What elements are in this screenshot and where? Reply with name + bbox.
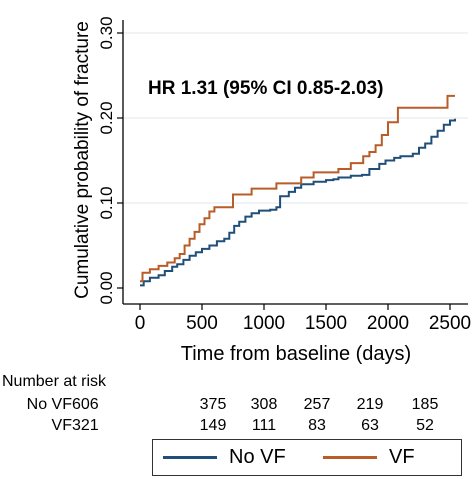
risk-cell: 111 (251, 417, 277, 434)
risk-cell: 219 (356, 396, 384, 413)
risk-cell: 375 (199, 396, 227, 413)
legend-item-vf: VF (323, 440, 415, 475)
series-line-no-vf (140, 118, 456, 287)
risk-cell: 308 (250, 396, 278, 413)
legend-item-no-vf: No VF (163, 440, 286, 475)
y-tick-label-1: 0.10 (97, 186, 116, 219)
km-chart: 0.00 0.10 0.20 0.30 0 500 1000 1500 2000 2500 HR … (72, 16, 471, 365)
legend-swatch-no-vf (163, 456, 217, 459)
risk-cell: 257 (303, 396, 331, 413)
risk-cell: 149 (199, 417, 227, 434)
legend-label-no-vf: No VF (229, 446, 286, 468)
x-tick-label-0: 0 (135, 313, 146, 334)
series-line-vf (140, 94, 455, 283)
y-tick-label-2: 0.20 (97, 101, 116, 134)
x-tick-label-4: 2000 (367, 313, 409, 334)
x-tick-label-1: 500 (186, 313, 218, 334)
risk-table-title: Number at risk (2, 373, 107, 390)
axes: 0.00 0.10 0.20 0.30 0 500 1000 1500 2000 2500 (97, 16, 471, 334)
x-tick-label-3: 1500 (305, 313, 347, 334)
hazard-ratio-annotation: HR 1.31 (95% CI 0.85-2.03) (148, 78, 384, 99)
legend-label-vf: VF (389, 446, 415, 468)
risk-cell: 63 (361, 417, 379, 434)
risk-cell: 52 (416, 417, 434, 434)
x-tick-label-2: 1000 (243, 313, 285, 334)
legend-swatch-vf (323, 456, 377, 459)
risk-cell: 321 (72, 417, 99, 434)
risk-cell: 83 (308, 417, 326, 434)
x-axis-label: Time from baseline (days) (181, 343, 411, 365)
risk-row-label-no-vf: No VF (26, 396, 72, 413)
risk-cell: 185 (411, 396, 439, 413)
risk-cell: 606 (72, 396, 99, 413)
series-lines (140, 94, 456, 287)
legend: No VF VF (152, 439, 462, 476)
y-axis-label: Cumulative probability of fracture (72, 21, 93, 299)
y-tick-label-0: 0.00 (97, 271, 116, 304)
risk-row-label-vf: VF (51, 417, 72, 434)
y-tick-label-3: 0.30 (97, 16, 116, 49)
x-tick-label-5: 2500 (429, 313, 471, 334)
grid-lines (123, 32, 468, 204)
